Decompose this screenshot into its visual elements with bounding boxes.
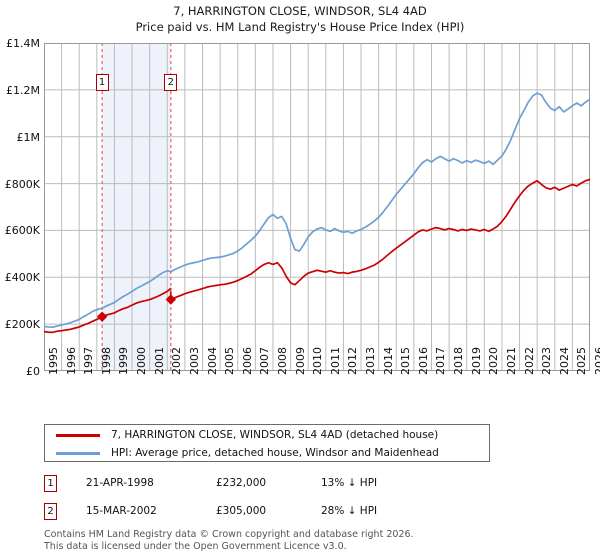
attribution-footer: Contains HM Land Registry data © Crown c…: [44, 529, 564, 552]
legend-item-property: 7, HARRINGTON CLOSE, WINDSOR, SL4 4AD (d…: [45, 426, 489, 445]
price-history-chart: [44, 43, 590, 371]
plot-border: [44, 43, 590, 371]
legend-label-hpi: HPI: Average price, detached house, Wind…: [111, 447, 439, 459]
footer-licence: This data is licensed under the Open Gov…: [44, 540, 347, 552]
y-axis-tick-label: £600K: [4, 224, 40, 238]
sale-marker-number: 1: [44, 475, 57, 492]
y-axis-tick-label: £200K: [4, 318, 40, 332]
y-axis-tick-label: £1.2M: [6, 83, 40, 97]
ownership-period-highlight: [102, 43, 171, 371]
series-line-property-price: [44, 178, 590, 334]
legend-swatch-hpi: [56, 452, 100, 455]
chart-canvas: [44, 43, 590, 371]
y-axis-tick-label: £0: [26, 365, 40, 378]
sale-hpi-delta: 13% ↓ HPI: [321, 477, 378, 489]
legend-item-hpi: HPI: Average price, detached house, Wind…: [45, 444, 489, 463]
sale-point-marker[interactable]: [165, 294, 177, 305]
sale-price: £305,000: [216, 505, 267, 517]
y-axis-tick-label: £800K: [4, 177, 40, 191]
y-axis-tick-label: £1M: [16, 130, 41, 144]
sale-point-marker[interactable]: [96, 311, 108, 322]
sale-hpi-delta: 28% ↓ HPI: [321, 505, 378, 517]
footer-copyright: Contains HM Land Registry data © Crown c…: [44, 529, 414, 540]
chart-legend: 7, HARRINGTON CLOSE, WINDSOR, SL4 4AD (d…: [44, 424, 490, 462]
sale-date: 15-MAR-2002: [86, 505, 157, 517]
y-axis-tick-label: £1.4M: [6, 37, 40, 50]
sale-date: 21-APR-1998: [86, 477, 154, 489]
series-line-hpi: [44, 92, 590, 329]
title-line-primary: 7, HARRINGTON CLOSE, WINDSOR, SL4 4AD: [173, 4, 427, 18]
x-axis-tick-label: 2026: [593, 347, 600, 375]
y-axis-tick-label: £400K: [4, 271, 40, 285]
legend-swatch-property: [56, 434, 100, 437]
sale-price: £232,000: [216, 477, 267, 489]
legend-label-property: 7, HARRINGTON CLOSE, WINDSOR, SL4 4AD (d…: [111, 429, 439, 441]
title-line-secondary: Price paid vs. HM Land Registry's House …: [135, 20, 465, 34]
page-title: 7, HARRINGTON CLOSE, WINDSOR, SL4 4AD Pr…: [0, 3, 600, 35]
sale-marker-number: 2: [44, 503, 57, 520]
